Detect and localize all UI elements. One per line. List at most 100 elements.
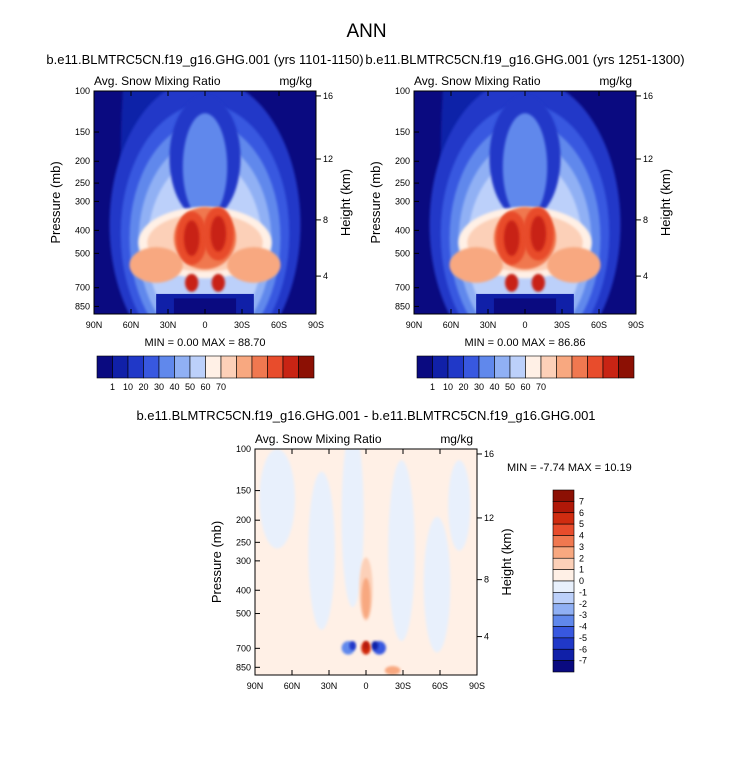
colorbar-label: 20 xyxy=(458,382,468,392)
x-tick-label: 60N xyxy=(443,320,460,330)
chart-title: b.e11.BLMTRC5CN.f19_g16.GHG.001 (yrs 110… xyxy=(46,52,363,67)
y-tick-label: 300 xyxy=(75,196,90,206)
field-contour xyxy=(371,641,379,651)
colorbar-label: -5 xyxy=(579,633,587,643)
field-contour xyxy=(308,471,335,630)
y-tick-label: 700 xyxy=(75,283,90,293)
x-tick-label: 30N xyxy=(160,320,177,330)
y2-tick-label: 12 xyxy=(323,154,333,164)
x-tick-label: 60N xyxy=(284,681,301,691)
colorbar-box xyxy=(174,355,191,379)
heatmap-field xyxy=(414,91,636,314)
x-tick-label: 90N xyxy=(406,320,423,330)
colorbar-label: 3 xyxy=(579,542,584,552)
y2-tick-label: 8 xyxy=(323,215,328,225)
y-tick-label: 100 xyxy=(236,444,251,454)
y-tick-label: 500 xyxy=(395,248,410,258)
colorbar-label: 6 xyxy=(579,508,584,518)
field-contour xyxy=(363,641,369,650)
field-contour xyxy=(129,247,183,283)
colorbar-label: -4 xyxy=(579,622,587,632)
y2-tick-label: 8 xyxy=(643,215,648,225)
variable-label: Avg. Snow Mixing Ratio xyxy=(94,74,221,88)
y2-axis-title: Height (km) xyxy=(499,528,514,595)
field-contour xyxy=(448,460,471,551)
heatmap-field xyxy=(255,449,477,675)
chart-title: b.e11.BLMTRC5CN.f19_g16.GHG.001 - b.e11.… xyxy=(136,408,595,423)
x-tick-label: 90N xyxy=(247,681,264,691)
y-axis-title: Pressure (mb) xyxy=(48,161,63,243)
colorbar-box xyxy=(509,355,526,379)
colorbar-box xyxy=(552,660,575,673)
x-tick-label: 60S xyxy=(591,320,607,330)
y-tick-label: 200 xyxy=(236,515,251,525)
field-contour xyxy=(530,215,547,252)
colorbar-box xyxy=(447,355,464,379)
colorbar-box xyxy=(552,637,575,650)
colorbar-box xyxy=(587,355,604,379)
colorbar-box xyxy=(112,355,129,379)
y-tick-label: 150 xyxy=(236,486,251,496)
y-tick-label: 100 xyxy=(75,86,90,96)
x-tick-label: 90S xyxy=(469,681,485,691)
y2-tick-label: 16 xyxy=(484,449,494,459)
field-contour xyxy=(531,273,545,292)
colorbar-label: 20 xyxy=(138,382,148,392)
y-tick-label: 850 xyxy=(75,301,90,311)
field-contour xyxy=(173,298,237,314)
colorbar-label: 40 xyxy=(489,382,499,392)
field-contour xyxy=(211,273,225,292)
colorbar-label: 60 xyxy=(200,382,210,392)
colorbar-box xyxy=(618,355,635,379)
colorbar-label: 1 xyxy=(110,382,115,392)
y-tick-label: 150 xyxy=(75,127,90,137)
x-tick-label: 30N xyxy=(480,320,497,330)
field-contour xyxy=(227,247,281,283)
variable-label: Avg. Snow Mixing Ratio xyxy=(255,432,382,446)
y2-tick-label: 16 xyxy=(643,91,653,101)
colorbar-box xyxy=(143,355,160,379)
x-tick-label: 60N xyxy=(123,320,140,330)
field-contour xyxy=(361,577,371,619)
colorbar-label: 5 xyxy=(579,519,584,529)
colorbar-label: 30 xyxy=(154,382,164,392)
colorbar-box xyxy=(552,569,575,582)
colorbar-box xyxy=(463,355,480,379)
colorbar-box xyxy=(127,355,144,379)
colorbar-box xyxy=(525,355,542,379)
chart-panel-2: b.e11.BLMTRC5CN.f19_g16.GHG.001 (yrs 125… xyxy=(365,52,684,392)
y2-tick-label: 12 xyxy=(484,513,494,523)
colorbar-label: 0 xyxy=(579,576,584,586)
y-tick-label: 250 xyxy=(395,178,410,188)
x-tick-label: 30S xyxy=(234,320,250,330)
colorbar-label: -2 xyxy=(579,599,587,609)
x-tick-label: 30S xyxy=(554,320,570,330)
field-contour xyxy=(341,449,364,608)
units-label: mg/kg xyxy=(440,432,473,446)
x-tick-label: 0 xyxy=(522,320,527,330)
colorbar-box xyxy=(602,355,619,379)
colorbar-box xyxy=(552,512,575,525)
x-tick-label: 90S xyxy=(308,320,324,330)
colorbar-box xyxy=(158,355,175,379)
y-tick-label: 850 xyxy=(236,662,251,672)
units-label: mg/kg xyxy=(279,74,312,88)
colorbar-box xyxy=(552,523,575,536)
colorbar-box xyxy=(571,355,588,379)
stats-label: MIN = 0.00 MAX = 86.86 xyxy=(464,337,585,349)
y-tick-label: 400 xyxy=(75,225,90,235)
colorbar-box xyxy=(267,355,284,379)
x-tick-label: 60S xyxy=(432,681,448,691)
y-tick-label: 250 xyxy=(236,537,251,547)
y-axis-title: Pressure (mb) xyxy=(209,521,224,603)
colorbar-box xyxy=(478,355,495,379)
colorbar-box xyxy=(236,355,253,379)
y-tick-label: 300 xyxy=(236,556,251,566)
field-contour xyxy=(185,273,199,292)
page-title: ANN xyxy=(346,21,387,42)
colorbar-box xyxy=(494,355,511,379)
y2-tick-label: 12 xyxy=(643,154,653,164)
y-tick-label: 500 xyxy=(75,248,90,258)
colorbar-box xyxy=(205,355,222,379)
field-contour xyxy=(349,641,357,651)
